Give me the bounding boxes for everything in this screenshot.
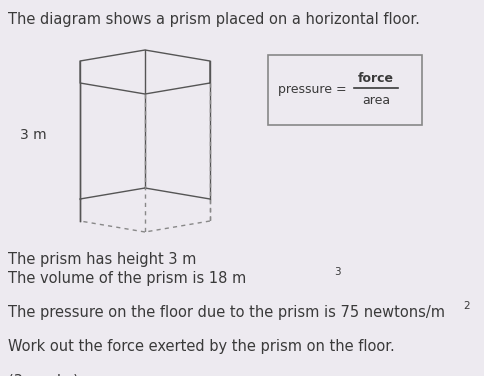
- Text: Work out the force exerted by the prism on the floor.: Work out the force exerted by the prism …: [8, 339, 394, 354]
- Text: (3 marks): (3 marks): [8, 373, 79, 376]
- Text: 3 m: 3 m: [20, 128, 46, 142]
- Text: 3: 3: [333, 267, 340, 277]
- Text: force: force: [357, 73, 393, 85]
- Text: area: area: [361, 94, 389, 108]
- Text: The prism has height 3 m: The prism has height 3 m: [8, 252, 196, 267]
- Text: The diagram shows a prism placed on a horizontal floor.: The diagram shows a prism placed on a ho…: [8, 12, 419, 27]
- Bar: [268, 55, 421, 125]
- Text: The pressure on the floor due to the prism is 75 newtons/m: The pressure on the floor due to the pri…: [8, 305, 444, 320]
- Text: 2: 2: [462, 301, 469, 311]
- Text: The volume of the prism is 18 m: The volume of the prism is 18 m: [8, 271, 246, 286]
- Text: pressure =: pressure =: [277, 83, 350, 97]
